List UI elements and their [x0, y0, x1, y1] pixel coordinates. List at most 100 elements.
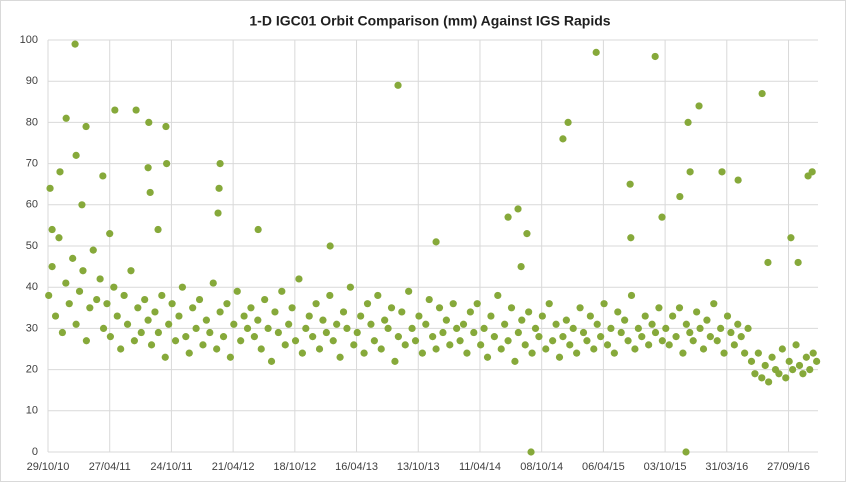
point [422, 320, 430, 328]
point [79, 267, 87, 275]
point [806, 366, 814, 374]
point [288, 304, 296, 312]
point [247, 304, 255, 312]
point [459, 320, 468, 328]
point [684, 118, 692, 126]
point [254, 225, 262, 234]
point [453, 324, 461, 332]
point [775, 370, 783, 378]
point [627, 234, 635, 242]
point [487, 312, 495, 320]
point [734, 320, 742, 328]
point [787, 234, 795, 242]
point [144, 316, 152, 324]
point [627, 291, 636, 300]
point [72, 151, 80, 159]
point [202, 316, 210, 324]
point [278, 287, 286, 295]
point [185, 349, 193, 357]
point [592, 48, 600, 56]
point [398, 308, 406, 316]
point [614, 308, 622, 316]
point [473, 300, 481, 308]
point [333, 320, 341, 328]
point [267, 357, 276, 365]
point [243, 324, 252, 332]
point [106, 230, 114, 238]
point [154, 225, 162, 234]
point [511, 357, 519, 365]
point [730, 341, 738, 349]
point [401, 341, 409, 349]
point [285, 320, 293, 328]
point [233, 287, 241, 295]
y-tick-label: 90 [26, 75, 38, 87]
point [672, 333, 680, 341]
point [651, 328, 660, 337]
point [326, 291, 334, 300]
point [682, 448, 690, 456]
point [132, 106, 140, 114]
point [607, 324, 615, 332]
point [216, 308, 224, 316]
point [171, 337, 180, 345]
point [662, 324, 670, 332]
point [456, 337, 464, 345]
point [751, 370, 759, 378]
point [723, 312, 732, 320]
point [405, 287, 413, 295]
point [569, 324, 577, 332]
point [315, 345, 324, 353]
point [802, 353, 810, 361]
point [240, 312, 248, 320]
point [634, 324, 642, 332]
point [357, 312, 365, 320]
point [675, 304, 684, 312]
point [778, 345, 786, 353]
point [559, 135, 567, 143]
point [55, 234, 63, 242]
y-tick-label: 100 [20, 34, 38, 46]
point [695, 102, 703, 110]
point [415, 312, 423, 320]
point [209, 279, 217, 287]
point [141, 295, 149, 304]
point [75, 287, 84, 295]
point [761, 361, 769, 370]
point [343, 324, 351, 332]
point [439, 328, 447, 337]
point [411, 337, 420, 345]
point [261, 295, 269, 304]
point [603, 341, 612, 349]
point [555, 353, 564, 361]
point [507, 304, 516, 312]
point [641, 312, 649, 320]
point [144, 164, 152, 172]
point [336, 353, 344, 361]
point [699, 345, 708, 353]
point [237, 337, 245, 345]
y-tick-label: 30 [26, 322, 38, 334]
point [319, 316, 327, 324]
point [545, 300, 553, 308]
point [435, 304, 444, 312]
point [480, 324, 488, 332]
point [566, 341, 574, 349]
x-tick-label: 06/04/15 [582, 461, 625, 473]
point [696, 324, 704, 332]
point [583, 337, 591, 345]
point [531, 324, 540, 332]
point [809, 349, 817, 357]
point [216, 160, 224, 168]
point [542, 345, 550, 353]
point [626, 180, 634, 188]
point [586, 312, 594, 320]
x-tick-label: 31/03/16 [705, 461, 748, 473]
point [525, 308, 533, 316]
point [477, 341, 485, 349]
y-tick-label: 80 [26, 116, 38, 128]
point [291, 337, 300, 345]
point [590, 345, 598, 353]
point [655, 304, 663, 312]
